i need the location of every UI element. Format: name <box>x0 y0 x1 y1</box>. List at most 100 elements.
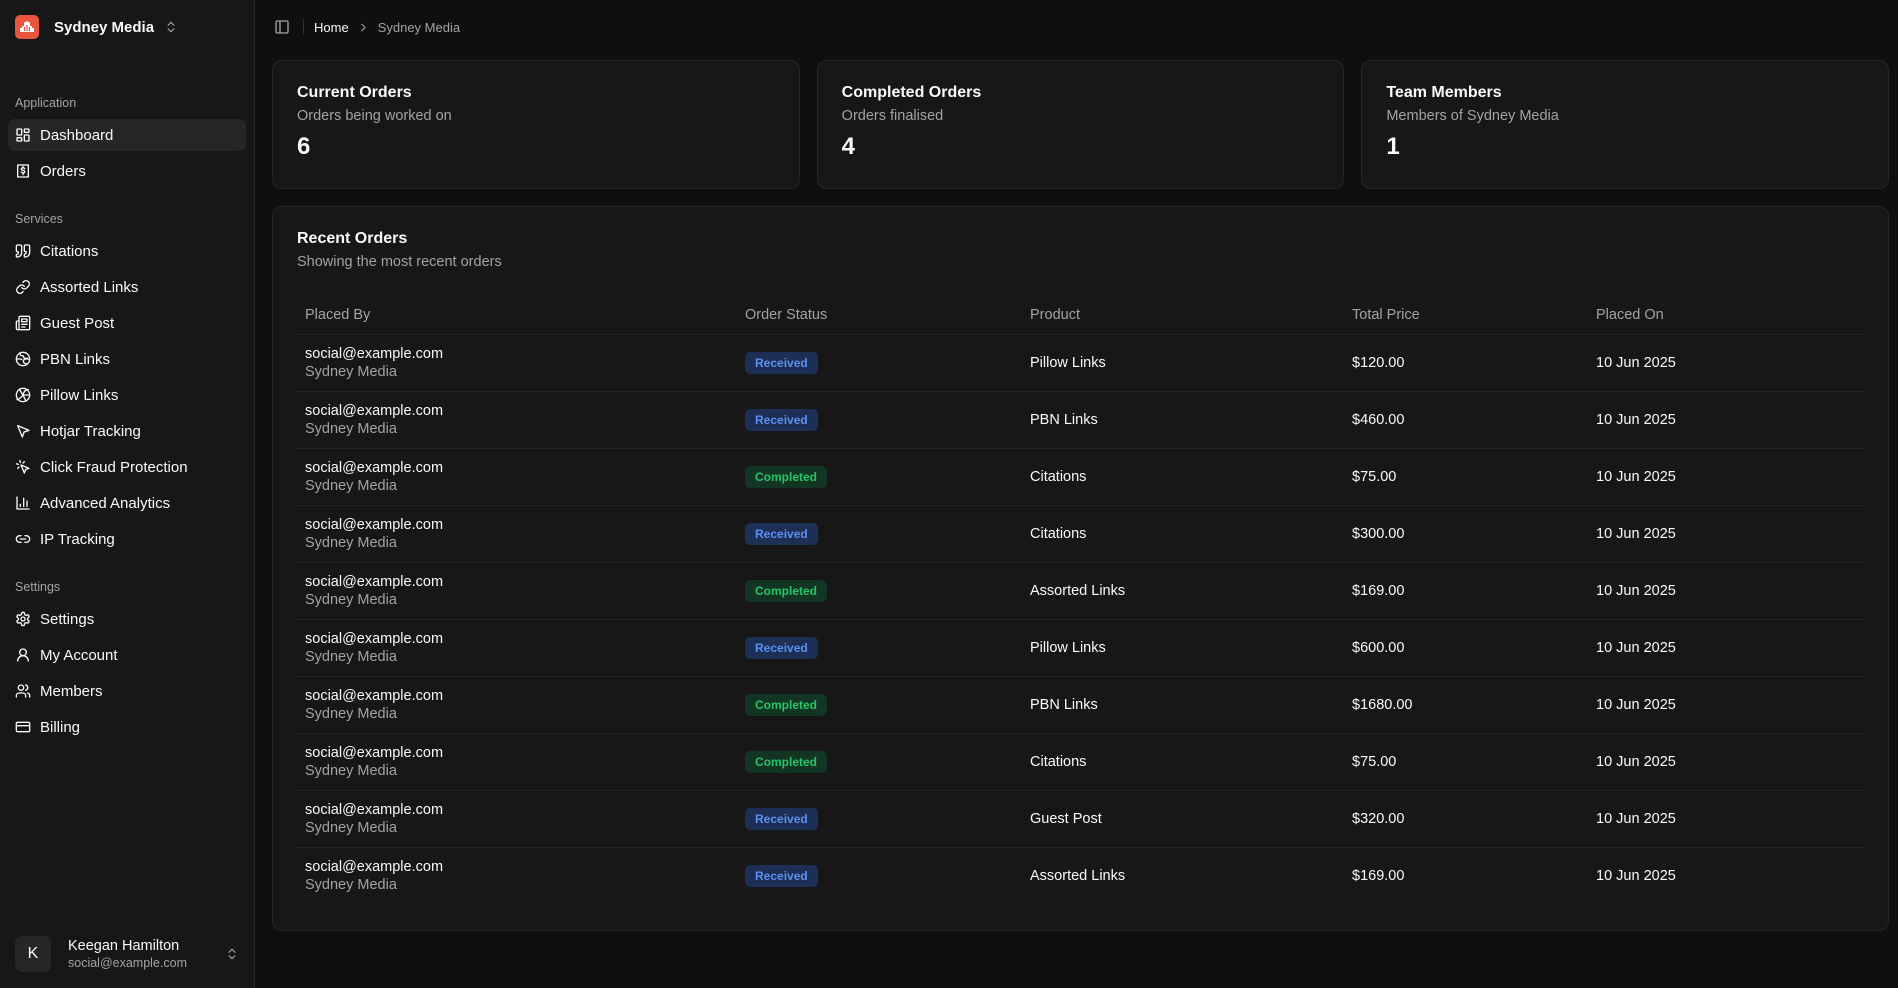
product-cell: Guest Post <box>1022 790 1344 848</box>
placed-by-org: Sydney Media <box>305 705 397 722</box>
brand-logo <box>15 15 39 39</box>
date-cell: 10 Jun 2025 <box>1588 562 1866 620</box>
stat-title: Completed Orders <box>841 84 982 101</box>
sidebar-item-members[interactable]: Members <box>8 675 246 707</box>
status-badge: Completed <box>745 465 828 488</box>
date-cell: 10 Jun 2025 <box>1588 334 1866 392</box>
table-row[interactable]: social@example.com Sydney Media Complete… <box>297 562 1866 620</box>
sidebar-item-guest-post[interactable]: Guest Post <box>8 307 246 339</box>
date-cell: 10 Jun 2025 <box>1588 733 1866 791</box>
table-header-row: Placed By Order Status Product Total Pri… <box>297 296 1866 335</box>
price-cell: $75.00 <box>1344 448 1588 506</box>
sidebar-item-label: Orders <box>40 162 86 180</box>
breadcrumb-home[interactable]: Home <box>314 19 349 35</box>
table-row[interactable]: social@example.com Sydney Media Complete… <box>297 676 1866 734</box>
volleyball-icon <box>15 387 31 403</box>
status-badge: Completed <box>745 693 828 716</box>
product-cell: Assorted Links <box>1022 562 1344 620</box>
dashboard-icon <box>15 127 31 143</box>
status-cell: Received <box>737 334 1022 392</box>
status-badge: Received <box>745 636 818 659</box>
sidebar-item-label: Assorted Links <box>40 278 139 296</box>
link-2-icon <box>15 531 31 547</box>
sidebar-item-ip-tracking[interactable]: IP Tracking <box>8 523 246 555</box>
placed-by-cell: social@example.com Sydney Media <box>297 334 737 392</box>
placed-by-org: Sydney Media <box>305 876 397 893</box>
topbar: Home Sydney Media <box>255 0 1898 54</box>
globe-icon <box>15 351 31 367</box>
sidebar-item-label: Hotjar Tracking <box>40 422 141 440</box>
placed-by-cell: social@example.com Sydney Media <box>297 676 737 734</box>
sidebar-item-label: My Account <box>40 646 118 664</box>
price-cell: $460.00 <box>1344 391 1588 449</box>
gear-icon <box>15 611 31 627</box>
sidebar-item-assorted-links[interactable]: Assorted Links <box>8 271 246 303</box>
orders-table: Placed By Order Status Product Total Pri… <box>297 296 1866 904</box>
sidebar-item-settings[interactable]: Settings <box>8 603 246 635</box>
sidebar-item-label: Billing <box>40 718 81 736</box>
product-cell: Citations <box>1022 448 1344 506</box>
sidebar-item-advanced-analytics[interactable]: Advanced Analytics <box>8 487 246 519</box>
price-cell: $600.00 <box>1344 619 1588 677</box>
placed-by-org: Sydney Media <box>305 477 397 494</box>
stat-value: 6 <box>297 133 311 160</box>
price-cell: $300.00 <box>1344 505 1588 563</box>
sidebar-item-orders[interactable]: Orders <box>8 155 246 187</box>
status-badge: Completed <box>745 579 828 602</box>
placed-by-cell: social@example.com Sydney Media <box>297 847 737 904</box>
users-icon <box>15 683 31 699</box>
table-row[interactable]: social@example.com Sydney Media Received… <box>297 790 1866 848</box>
date-cell: 10 Jun 2025 <box>1596 867 1676 884</box>
placed-by-cell: social@example.com Sydney Media <box>297 790 737 848</box>
sidebar-item-hotjar-tracking[interactable]: Hotjar Tracking <box>8 415 246 447</box>
sidebar-item-label: Click Fraud Protection <box>40 458 188 476</box>
price-cell: $75.00 <box>1344 733 1588 791</box>
sidebar-item-my-account[interactable]: My Account <box>8 639 246 671</box>
placed-by-email: social@example.com <box>305 516 444 533</box>
status-badge: Received <box>745 522 818 545</box>
status-cell: Received <box>737 790 1022 848</box>
sidebar-item-citations[interactable]: Citations <box>8 235 246 267</box>
sidebar-nav: Application Dashboard Orders Services Ci… <box>0 54 254 747</box>
product-cell: Assorted Links <box>1030 867 1126 884</box>
user-menu[interactable]: K Keegan Hamilton social@example.com <box>0 920 254 988</box>
workspace-switcher[interactable]: Sydney Media <box>0 0 254 54</box>
sidebar-item-click-fraud-protection[interactable]: Click Fraud Protection <box>8 451 246 483</box>
column-header: Product <box>1022 296 1344 335</box>
placed-by-org: Sydney Media <box>305 648 397 665</box>
bar-chart-icon <box>15 495 31 511</box>
stats-row: Current Orders Orders being worked on 6 … <box>272 60 1890 189</box>
user-email: social@example.com <box>68 956 187 970</box>
status-cell: Completed <box>737 562 1022 620</box>
product-cell: Citations <box>1022 505 1344 563</box>
placed-by-cell: social@example.com Sydney Media <box>297 733 737 791</box>
placed-by-cell: social@example.com Sydney Media <box>297 619 737 677</box>
sidebar-item-label: Advanced Analytics <box>40 494 171 512</box>
table-row[interactable]: social@example.com Sydney Media Complete… <box>297 448 1866 506</box>
sidebar-item-pillow-links[interactable]: Pillow Links <box>8 379 246 411</box>
price-cell: $120.00 <box>1344 334 1588 392</box>
stat-subtitle: Orders being worked on <box>297 108 452 124</box>
sidebar-item-label: Pillow Links <box>40 386 119 404</box>
placed-by-cell: social@example.com Sydney Media <box>297 505 737 563</box>
price-cell: $169.00 <box>1344 562 1588 620</box>
sidebar-toggle-icon[interactable] <box>271 16 293 38</box>
column-header: Placed On <box>1588 296 1866 335</box>
placed-by-email: social@example.com <box>305 858 444 875</box>
table-row[interactable]: social@example.com Sydney Media Complete… <box>297 733 1866 791</box>
column-header: Order Status <box>737 296 1022 335</box>
table-row[interactable]: social@example.com Sydney Media Received… <box>297 391 1866 449</box>
sidebar-item-billing[interactable]: Billing <box>8 711 246 743</box>
card-subtitle: Showing the most recent orders <box>297 254 502 270</box>
table-row[interactable]: social@example.com Sydney Media Received… <box>297 847 1866 904</box>
newspaper-icon <box>15 315 31 331</box>
table-row[interactable]: social@example.com Sydney Media Received… <box>297 619 1866 677</box>
sidebar-item-label: Members <box>40 682 103 700</box>
column-header: Total Price <box>1344 296 1588 335</box>
table-row[interactable]: social@example.com Sydney Media Received… <box>297 505 1866 563</box>
sidebar-item-pbn-links[interactable]: PBN Links <box>8 343 246 375</box>
table-row[interactable]: social@example.com Sydney Media Received… <box>297 334 1866 392</box>
sidebar-item-dashboard[interactable]: Dashboard <box>8 119 246 151</box>
stat-card-completed-orders: Completed Orders Orders finalised 4 <box>816 60 1345 189</box>
product-cell: PBN Links <box>1022 391 1344 449</box>
